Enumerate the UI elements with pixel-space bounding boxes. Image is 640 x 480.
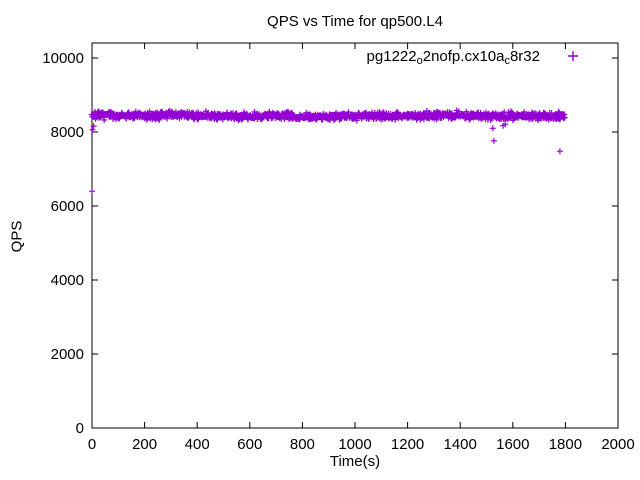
legend-marker-icon: [568, 51, 578, 61]
x-tick-label: 600: [237, 436, 263, 453]
axis-frame: [91, 42, 619, 429]
y-tick-label: 2000: [50, 346, 84, 363]
legend-label-part: 2nofp.cx10a: [422, 48, 505, 65]
y-tick-label: 8000: [50, 124, 84, 141]
x-axis-label: Time(s): [329, 453, 381, 470]
x-tick-label: 1400: [443, 436, 477, 453]
x-tick-label: 1000: [338, 436, 372, 453]
y-tick-label: 4000: [50, 272, 84, 289]
x-tick-label: 2000: [601, 436, 635, 453]
y-tick-label: 6000: [50, 198, 84, 215]
chart-title: QPS vs Time for qp500.L4: [267, 13, 443, 30]
y-tick-label: 10000: [42, 50, 84, 67]
x-tick-label: 1800: [548, 436, 583, 453]
legend-label-part: pg1222: [366, 48, 417, 65]
legend-label-subscript: o: [416, 55, 423, 67]
x-tick-label: 1200: [390, 436, 425, 453]
legend: pg1222o2nofp.cx10ac8r32: [366, 48, 540, 67]
x-tick-label: 800: [289, 436, 315, 453]
legend-label-subscript: c: [504, 55, 510, 67]
y-tick-label: 0: [75, 420, 84, 437]
legend-label-part: 8r32: [509, 48, 540, 65]
legend-label: pg1222o2nofp.cx10ac8r32: [366, 48, 540, 67]
x-tick-label: 400: [184, 436, 210, 453]
y-axis-label: QPS: [8, 220, 26, 253]
x-tick-label: 1600: [496, 436, 530, 453]
x-tick-label: 200: [132, 436, 158, 453]
x-tick-label: 0: [87, 436, 97, 453]
scatter-points-series: [88, 107, 568, 195]
